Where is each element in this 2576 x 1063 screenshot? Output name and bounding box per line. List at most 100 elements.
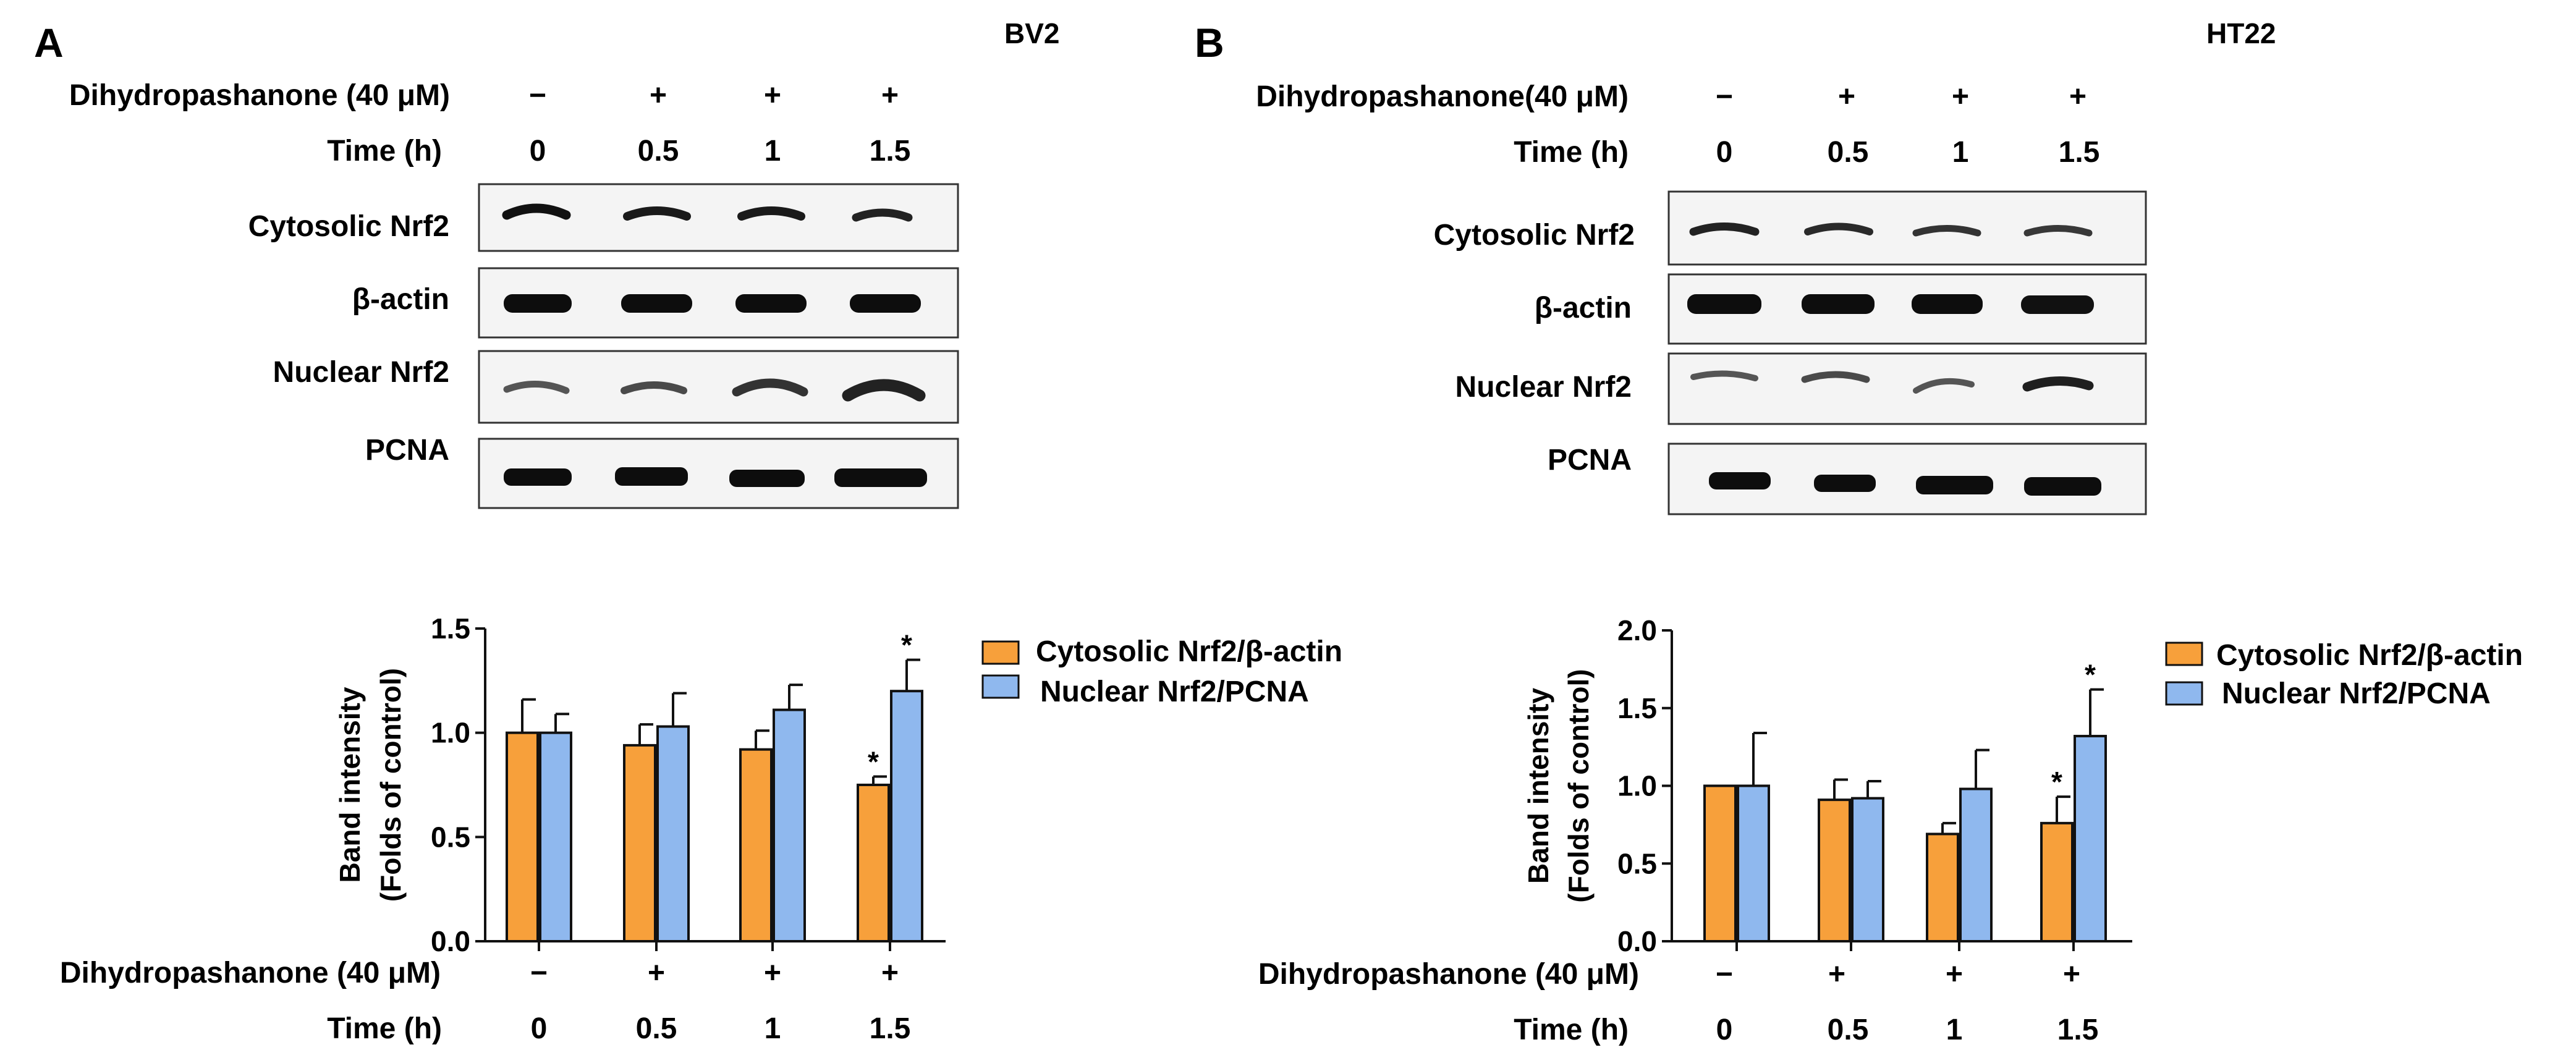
significance-marker: * bbox=[2085, 659, 2096, 691]
band bbox=[1913, 378, 1975, 394]
blot-nuclear-nrf2-b: Nuclear Nrf2 bbox=[1455, 352, 2147, 425]
cell-line-label-a: BV2 bbox=[1004, 17, 1059, 49]
bottom-treatment-sign-b-2: + bbox=[1946, 958, 1963, 991]
y-tick-label: 1.0 bbox=[431, 717, 470, 749]
bottom-treatment-sign-a-1: + bbox=[648, 957, 665, 989]
bottom-treatment-sign-b-3: + bbox=[2063, 958, 2080, 991]
y-axis-label: Band intensity bbox=[1522, 688, 1554, 884]
y-axis-label: Band intensity bbox=[334, 687, 366, 883]
band bbox=[737, 206, 805, 221]
y-tick-label: 0.5 bbox=[431, 821, 470, 853]
time-value-a-1: 0.5 bbox=[638, 135, 679, 167]
legend-a: Cytosolic Nrf2/β-actin Nuclear Nrf2/PCNA bbox=[981, 635, 1342, 708]
band bbox=[1690, 370, 1758, 381]
legend-b: Cytosolic Nrf2/β-actin Nuclear Nrf2/PCNA bbox=[2165, 639, 2523, 710]
bottom-treatment-label-a: Dihydropashanone (40 μM) bbox=[60, 957, 441, 989]
bar bbox=[1926, 832, 1959, 942]
panel-b: B HT22 Dihydropashanone(40 μM) − + + + T… bbox=[1195, 17, 2523, 1046]
panel-letter-a: A bbox=[34, 20, 64, 66]
time-value-b-0: 0 bbox=[1716, 136, 1733, 169]
band bbox=[1709, 472, 1771, 489]
bottom-time-value-b-2: 1 bbox=[1946, 1014, 1963, 1046]
bar bbox=[1818, 798, 1851, 943]
significance-marker: * bbox=[901, 629, 912, 661]
band bbox=[504, 468, 572, 486]
legend-label-cytosolic: Cytosolic Nrf2/β-actin bbox=[1036, 635, 1342, 668]
bottom-time-value-b-1: 0.5 bbox=[1828, 1014, 1869, 1046]
y-tick-label: 1.5 bbox=[1617, 692, 1657, 724]
time-value-b-3: 1.5 bbox=[2059, 136, 2100, 169]
y-tick-label: 1.0 bbox=[1617, 770, 1657, 802]
band bbox=[1689, 222, 1760, 236]
blot-frame bbox=[478, 183, 959, 252]
blot-pcna-b: PCNA bbox=[1548, 443, 2147, 515]
y-tick-label: 2.0 bbox=[1617, 614, 1657, 646]
time-value-b-2: 1 bbox=[1952, 136, 1969, 169]
band bbox=[834, 468, 927, 487]
blot-beta-actin-a: β-actin bbox=[352, 267, 959, 339]
band bbox=[850, 294, 921, 313]
legend-label-cytosolic: Cytosolic Nrf2/β-actin bbox=[2216, 639, 2523, 672]
treatment-sign-a-2: + bbox=[764, 79, 781, 112]
time-label-a: Time (h) bbox=[327, 135, 442, 167]
bottom-treatment-label-b: Dihydropashanone (40 μM) bbox=[1258, 958, 1639, 991]
time-value-a-2: 1 bbox=[765, 135, 781, 167]
band bbox=[1802, 294, 1875, 314]
legend-label-nuclear: Nuclear Nrf2/PCNA bbox=[2222, 677, 2491, 710]
legend-swatch-nuclear bbox=[2165, 681, 2203, 706]
band bbox=[621, 294, 692, 313]
blot-label: β-actin bbox=[1535, 292, 1632, 324]
band bbox=[2023, 225, 2093, 237]
panel-a: A BV2 Dihydropashanone (40 μM) − + + + T… bbox=[34, 17, 1342, 1045]
band bbox=[852, 208, 913, 222]
y-tick-label: 0.0 bbox=[431, 925, 470, 957]
band bbox=[1916, 476, 1993, 494]
bar bbox=[739, 748, 773, 942]
treatment-sign-b-2: + bbox=[1952, 80, 1969, 113]
blot-label: PCNA bbox=[365, 434, 449, 467]
band bbox=[1687, 294, 1761, 314]
time-label-b: Time (h) bbox=[1514, 136, 1629, 169]
blot-pcna-a: PCNA bbox=[365, 434, 959, 509]
bottom-time-value-b-3: 1.5 bbox=[2057, 1014, 2099, 1046]
significance-marker: * bbox=[2051, 766, 2062, 798]
bottom-treatment-sign-a-0: − bbox=[530, 957, 548, 989]
band bbox=[504, 294, 572, 313]
blot-cytosolic-nrf2-b: Cytosolic Nrf2 bbox=[1434, 190, 2147, 266]
y-tick-label: 1.5 bbox=[431, 612, 470, 645]
time-value-a-3: 1.5 bbox=[870, 135, 911, 167]
bar bbox=[857, 784, 890, 942]
legend-swatch-cytosolic bbox=[981, 640, 1020, 665]
bar-chart-a: 0.0 0.5 1.0 1.5 Band intensity (Folds of cont… bbox=[334, 612, 946, 957]
band bbox=[2024, 477, 2101, 496]
y-tick-label: 0.5 bbox=[1617, 847, 1657, 879]
bar-chart-b: 0.0 0.5 1.0 1.5 2.0 Band intensity (Folds of c… bbox=[1522, 614, 2132, 957]
treatment-label-a: Dihydropashanone (40 μM) bbox=[69, 79, 450, 112]
bottom-time-value-a-3: 1.5 bbox=[870, 1012, 911, 1045]
blot-label: Nuclear Nrf2 bbox=[273, 356, 449, 389]
bottom-time-value-b-0: 0 bbox=[1716, 1014, 1733, 1046]
blot-frame bbox=[1667, 352, 2147, 425]
band bbox=[732, 378, 808, 397]
bar bbox=[1959, 787, 1993, 943]
bottom-time-value-a-2: 1 bbox=[765, 1012, 781, 1045]
cell-line-label-b: HT22 bbox=[2206, 17, 2276, 49]
bar bbox=[2040, 821, 2074, 942]
blot-nuclear-nrf2-a: Nuclear Nrf2 bbox=[273, 350, 959, 424]
bar bbox=[1851, 797, 1884, 942]
blot-label: Cytosolic Nrf2 bbox=[248, 210, 449, 243]
bottom-time-label-a: Time (h) bbox=[327, 1012, 442, 1045]
band bbox=[2022, 376, 2094, 392]
bottom-treatment-sign-b-0: − bbox=[1716, 958, 1733, 991]
bar bbox=[2074, 735, 2107, 943]
band bbox=[503, 380, 570, 394]
bottom-treatment-sign-b-1: + bbox=[1828, 958, 1845, 991]
bottom-treatment-sign-a-2: + bbox=[764, 957, 781, 989]
band bbox=[2021, 295, 2094, 314]
bottom-time-label-b: Time (h) bbox=[1514, 1014, 1629, 1046]
bar bbox=[539, 731, 572, 942]
blot-beta-actin-b: β-actin bbox=[1535, 273, 2147, 345]
band bbox=[502, 203, 571, 220]
y-tick-label: 0.0 bbox=[1617, 925, 1657, 957]
